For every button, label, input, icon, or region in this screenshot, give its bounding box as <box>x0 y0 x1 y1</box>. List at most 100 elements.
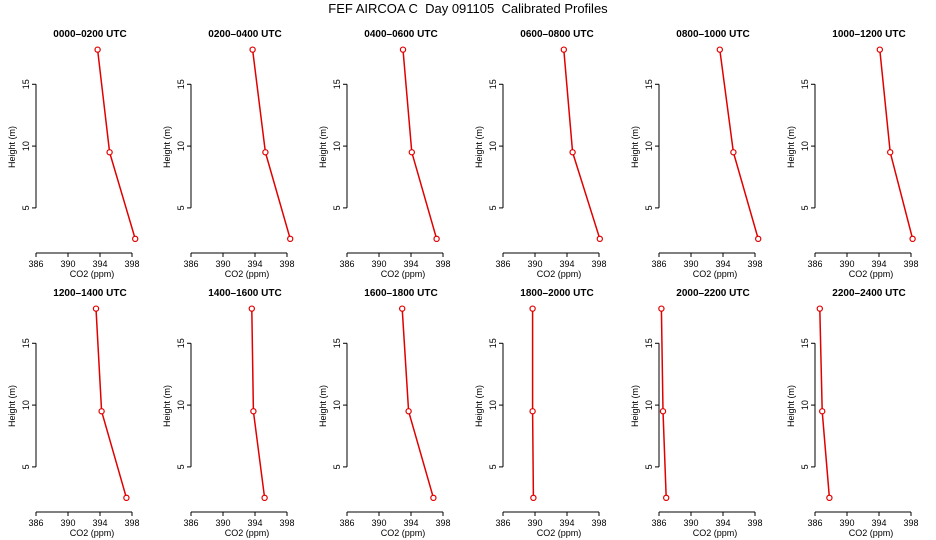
x-axis-label: CO2 (ppm) <box>849 528 894 538</box>
profile-line <box>95 308 128 499</box>
y-tick-label: 10 <box>332 400 342 410</box>
x-tick-label: 398 <box>279 518 294 528</box>
profile-point <box>287 235 294 243</box>
y-axis-label: Height (m) <box>630 385 640 427</box>
profile-point <box>826 494 833 502</box>
panel-title: 0000–0200 UTC <box>53 29 126 40</box>
panel-10: 1800–2000 UTC 5 10 15 386 390 394 398 CO2 (ppm) H… <box>474 288 607 538</box>
y-tick-label: 5 <box>800 464 810 469</box>
profile-line <box>401 308 435 499</box>
y-axis-label: Height (m) <box>162 385 172 427</box>
profile-line <box>819 308 831 498</box>
y-tick-label: 10 <box>800 141 810 151</box>
profile-point <box>887 149 894 156</box>
x-tick-label: 390 <box>839 518 854 528</box>
panel-title: 1800–2000 UTC <box>520 288 593 299</box>
profile-point <box>98 408 105 415</box>
profile-point <box>250 408 257 415</box>
x-tick-label: 394 <box>247 518 262 528</box>
x-tick-label: 386 <box>651 518 666 528</box>
y-tick-label: 5 <box>488 464 498 469</box>
y-tick-label: 5 <box>21 464 31 469</box>
x-tick-label: 386 <box>183 518 198 528</box>
y-axis-label: Height (m) <box>474 385 484 427</box>
x-tick-label: 398 <box>124 518 139 528</box>
profile-point <box>658 305 665 312</box>
y-axis-label: Height (m) <box>318 126 328 168</box>
x-tick-label: 394 <box>92 518 107 528</box>
x-tick-label: 398 <box>124 259 139 269</box>
y-tick-label: 15 <box>332 79 342 89</box>
panel-title: 0200–0400 UTC <box>208 29 281 40</box>
y-tick-label: 10 <box>644 400 654 410</box>
x-axis-label: CO2 (ppm) <box>225 528 270 538</box>
y-tick-label: 15 <box>488 338 498 348</box>
x-tick-label: 398 <box>903 518 918 528</box>
panel-7: 1200–1400 UTC 5 10 15 386 390 394 398 CO2 (ppm) H… <box>7 288 140 538</box>
y-tick-label: 15 <box>644 79 654 89</box>
x-tick-label: 394 <box>715 259 730 269</box>
x-tick-label: 386 <box>807 259 822 269</box>
x-tick-label: 398 <box>591 518 606 528</box>
x-tick-label: 390 <box>839 259 854 269</box>
profile-point <box>730 149 737 156</box>
profile-point <box>663 494 670 502</box>
panel-2: 0200–0400 UTC 5 10 15 386 390 394 398 CO2 (ppm) H… <box>162 29 295 279</box>
panel-3: 0400–0600 UTC 5 10 15 386 390 394 398 CO2 (ppm) H… <box>318 29 451 279</box>
profile-line <box>251 49 291 240</box>
panel-8: 1400–1600 UTC 5 10 15 386 390 394 398 CO2 (ppm) H… <box>162 288 295 538</box>
profile-point <box>816 305 824 312</box>
profile-point <box>755 235 762 243</box>
profile-point <box>399 46 407 53</box>
x-tick-label: 394 <box>247 259 262 269</box>
panel-title: 1600–1800 UTC <box>364 288 437 299</box>
panel-12: 2200–2400 UTC 5 10 15 386 390 394 398 CO2 (ppm) H… <box>786 288 919 538</box>
figure-title: FEF AIRCOA C Day 091105 Calibrated Profi… <box>328 1 608 16</box>
profile-point <box>405 408 412 415</box>
x-tick-label: 390 <box>60 259 75 269</box>
panel-title: 2200–2400 UTC <box>832 288 905 299</box>
profile-line <box>251 308 266 498</box>
profile-point <box>408 149 415 156</box>
panel-title: 1000–1200 UTC <box>832 29 905 40</box>
profile-point <box>433 235 440 243</box>
x-axis-label: CO2 (ppm) <box>70 269 115 279</box>
x-tick-label: 390 <box>371 259 386 269</box>
x-tick-label: 394 <box>92 259 107 269</box>
panel-5: 0800–1000 UTC 5 10 15 386 390 394 398 CO2 (ppm) H… <box>630 29 763 279</box>
profile-line <box>563 49 601 240</box>
y-tick-label: 10 <box>800 400 810 410</box>
x-tick-label: 398 <box>591 259 606 269</box>
y-tick-label: 10 <box>176 400 186 410</box>
y-tick-label: 5 <box>176 464 186 469</box>
x-tick-label: 386 <box>495 259 510 269</box>
profile-line <box>96 49 136 240</box>
profile-line <box>719 49 759 240</box>
profile-point <box>261 494 268 502</box>
x-axis-label: CO2 (ppm) <box>693 528 738 538</box>
x-tick-label: 398 <box>747 518 762 528</box>
x-tick-label: 386 <box>807 518 822 528</box>
profile-point <box>819 408 826 415</box>
x-tick-label: 386 <box>339 518 354 528</box>
profile-point <box>560 46 568 53</box>
profile-point <box>876 46 884 53</box>
profile-point <box>659 408 667 415</box>
x-tick-label: 394 <box>403 259 418 269</box>
profile-point <box>92 305 100 312</box>
y-tick-label: 15 <box>644 338 654 348</box>
panel-title: 2000–2200 UTC <box>676 288 749 299</box>
y-tick-label: 5 <box>644 464 654 469</box>
x-tick-label: 386 <box>339 259 354 269</box>
profile-point <box>569 149 576 156</box>
panel-4: 0600–0800 UTC 5 10 15 386 390 394 398 CO2 (ppm) H… <box>474 29 607 279</box>
x-tick-label: 390 <box>683 259 698 269</box>
y-tick-label: 10 <box>21 141 31 151</box>
x-tick-label: 394 <box>871 259 886 269</box>
x-tick-label: 398 <box>435 518 450 528</box>
profile-point <box>596 235 604 243</box>
profile-line <box>879 49 914 239</box>
panel-11: 2000–2200 UTC 5 10 15 386 390 394 398 CO2 (ppm) H… <box>630 288 763 538</box>
profile-point <box>529 305 536 312</box>
y-tick-label: 10 <box>488 141 498 151</box>
